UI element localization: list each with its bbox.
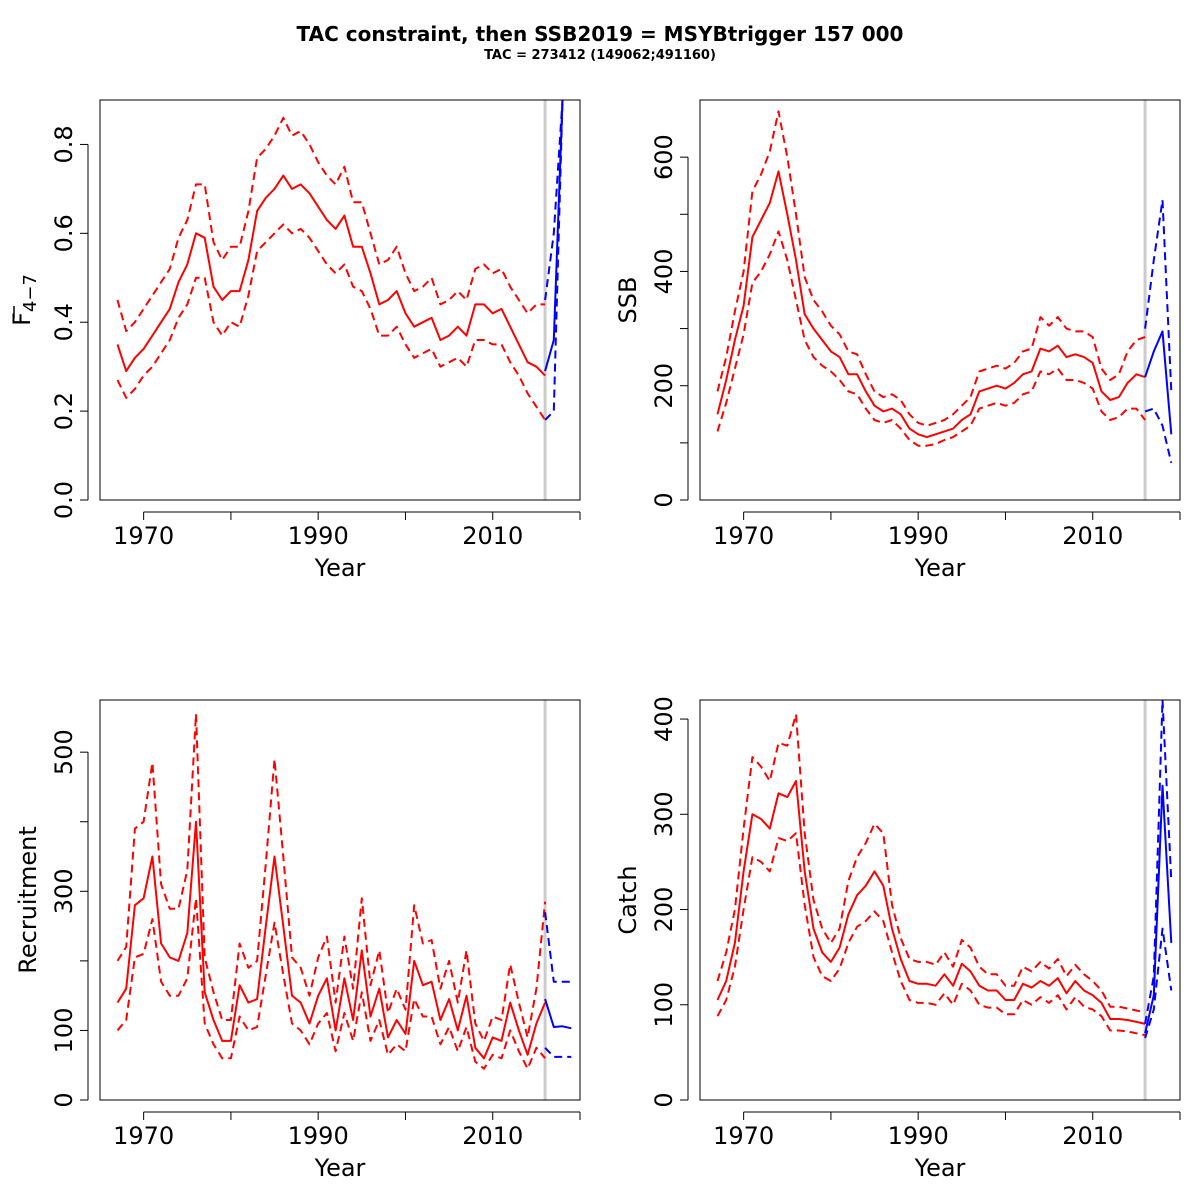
ssb-panel: 1970 1990 2010 Year 0 200 400 600 SSB <box>614 99 1181 582</box>
chart-subtitle: TAC = 273412 (149062;491160) <box>484 48 716 63</box>
x-tick-label: 2010 <box>1062 1122 1123 1150</box>
x-tick-label: 1990 <box>288 1122 349 1150</box>
y-tick-label: 0.4 <box>50 303 78 341</box>
x-tick-label: 2010 <box>462 1122 523 1150</box>
y-tick-label: 200 <box>650 363 678 409</box>
forecast-ci-bound-line <box>544 912 572 983</box>
x-axis-label: Year <box>314 1154 366 1182</box>
x-tick-label: 1990 <box>888 522 949 550</box>
y-tick-label: 500 <box>50 729 78 775</box>
y-axis: 0 200 400 600 <box>650 134 689 508</box>
y-tick-label: 0 <box>650 1092 678 1107</box>
historic-ci-bound-line <box>116 897 546 1070</box>
forecast-ci-bound-line <box>1144 199 1173 392</box>
historic-ci-bound-line <box>716 110 1146 427</box>
x-axis: 1970 1990 2010 <box>713 1111 1181 1150</box>
historic-estimate-line <box>716 780 1146 1025</box>
fbar-panel: 1970 1990 2010 Year 0.0 0.2 0.4 0.6 0.8 F4−7 <box>8 99 581 582</box>
y-axis-label: Catch <box>614 865 642 934</box>
x-tick-label: 1990 <box>288 522 349 550</box>
y-axis: 0 100 200 300 400 <box>650 696 689 1108</box>
forecast-estimate-line <box>544 100 564 372</box>
historic-ci-bound-line <box>716 832 1146 1037</box>
y-tick-label: 400 <box>650 696 678 742</box>
catch-panel: 1970 1990 2010 Year 0 100 200 300 400 Catch <box>614 696 1181 1182</box>
y-axis: 0 100 300 500 <box>50 729 89 1108</box>
historic-ci-bound-line <box>116 116 546 333</box>
historic-estimate-line <box>716 170 1146 439</box>
historic-estimate-line <box>116 174 546 377</box>
y-tick-label: 0 <box>650 492 678 507</box>
y-tick-label: 0 <box>50 1092 78 1107</box>
y-tick-label: 600 <box>650 134 678 180</box>
x-axis-label: Year <box>314 554 366 582</box>
forecast-ci-bound-line <box>544 100 564 421</box>
y-tick-label: 400 <box>650 249 678 295</box>
y-tick-label: 0.0 <box>50 481 78 519</box>
y-axis-label: F4−7 <box>8 274 41 326</box>
forecast-estimate-line <box>544 998 572 1030</box>
recruitment-panel: 1970 1990 2010 Year 0 100 300 500 Recruitment <box>14 699 581 1182</box>
x-tick-label: 1990 <box>888 1122 949 1150</box>
y-tick-label: 100 <box>50 1008 78 1054</box>
historic-estimate-line <box>116 820 547 1060</box>
x-tick-label: 2010 <box>462 522 523 550</box>
y-axis: 0.0 0.2 0.4 0.6 0.8 <box>50 125 89 519</box>
forecast-estimate-line <box>1144 784 1173 1034</box>
plot-frame <box>699 699 1181 1101</box>
x-axis-label: Year <box>914 1154 966 1182</box>
plot-frame <box>699 99 1181 501</box>
y-tick-label: 100 <box>650 982 678 1028</box>
forecast-ci-bound-line <box>1144 700 1173 1024</box>
plot-frame <box>99 99 581 501</box>
y-tick-label: 300 <box>650 791 678 837</box>
forecast-ci-bound-line <box>544 1047 572 1058</box>
x-axis: 1970 1990 2010 <box>713 511 1181 550</box>
historic-ci-bound-line <box>116 712 547 1042</box>
y-tick-label: 300 <box>50 868 78 914</box>
historic-ci-bound-line <box>716 230 1146 447</box>
historic-ci-bound-line <box>716 713 1146 1014</box>
y-tick-label: 200 <box>650 887 678 933</box>
forecast-ci-bound-line <box>1144 407 1173 464</box>
chart-title: TAC constraint, then SSB2019 = MSYBtrigg… <box>296 22 904 46</box>
plot-frame <box>99 699 581 1101</box>
x-tick-label: 1970 <box>113 522 174 550</box>
forecast-estimate-line <box>1144 330 1173 435</box>
y-axis-label: Recruitment <box>14 826 42 973</box>
x-tick-label: 1970 <box>113 1122 174 1150</box>
y-tick-label: 0.6 <box>50 214 78 252</box>
y-axis-label: SSB <box>614 277 642 324</box>
x-tick-label: 2010 <box>1062 522 1123 550</box>
y-tick-label: 0.2 <box>50 392 78 430</box>
historic-ci-bound-line <box>116 223 546 421</box>
forecast-ci-bound-line <box>1144 927 1173 1039</box>
x-axis: 1970 1990 2010 <box>113 511 581 550</box>
forecast-ci-bound-line <box>544 100 564 301</box>
x-tick-label: 1970 <box>713 522 774 550</box>
y-tick-label: 0.8 <box>50 125 78 163</box>
x-axis-label: Year <box>914 554 966 582</box>
x-tick-label: 1970 <box>713 1122 774 1150</box>
x-axis: 1970 1990 2010 <box>113 1111 581 1150</box>
